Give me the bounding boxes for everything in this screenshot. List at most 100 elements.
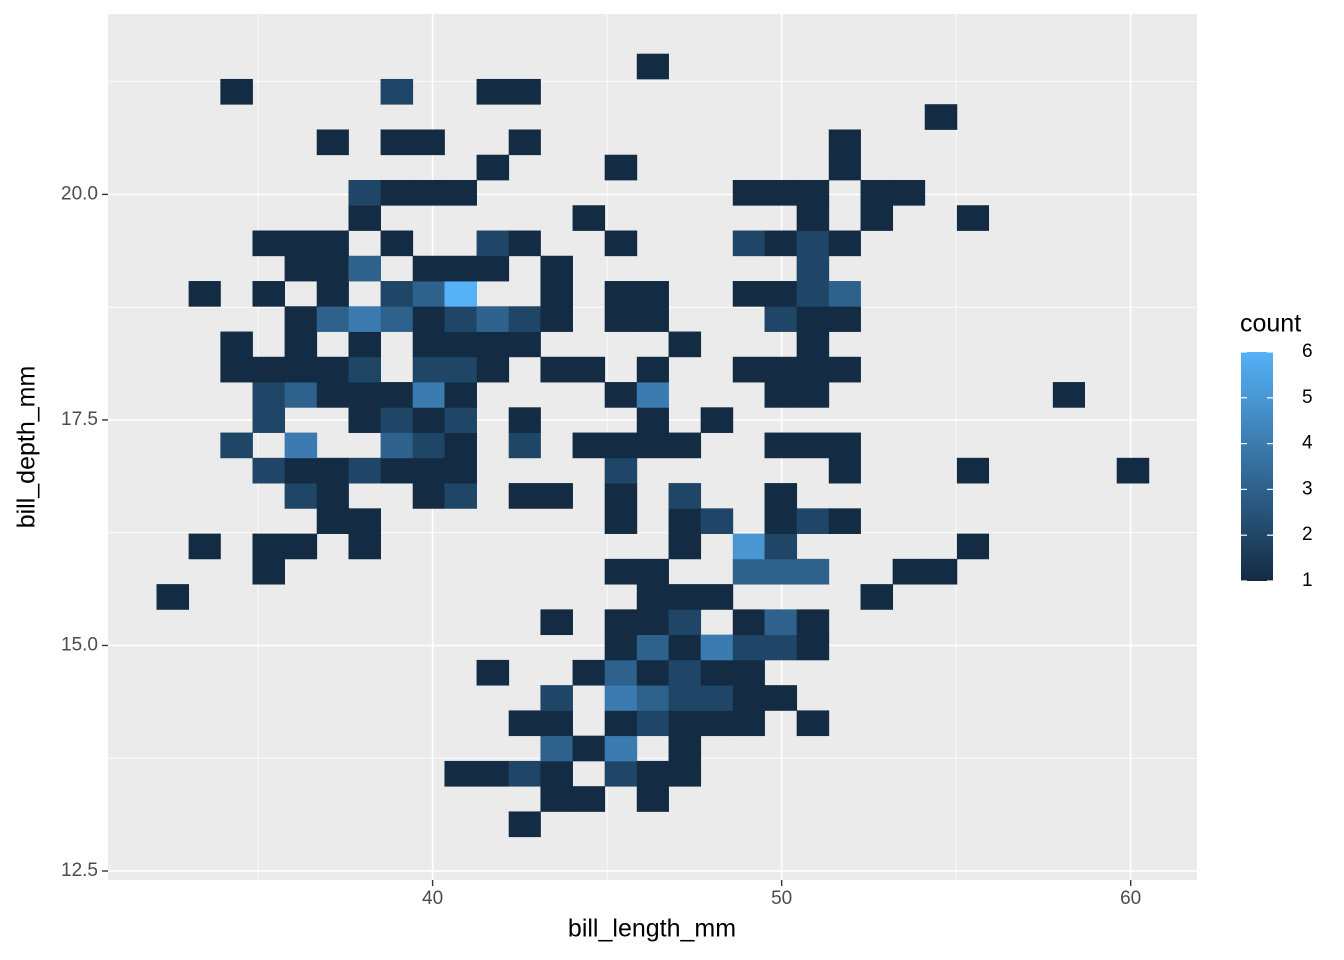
colorbar-label: 2	[1302, 524, 1313, 545]
bin-cell	[828, 306, 861, 332]
bin-cell	[604, 760, 638, 787]
y-axis-title: bill_depth_mm	[13, 366, 41, 529]
bin-cell	[284, 255, 318, 282]
bin-cell	[764, 685, 798, 711]
bin-cell	[956, 533, 990, 560]
bin-cell	[380, 179, 414, 206]
bin-cell	[316, 382, 349, 408]
bin-cell	[604, 154, 638, 181]
bin-cell	[540, 735, 573, 762]
bin-cell	[220, 331, 253, 358]
bin-cell	[636, 685, 669, 711]
bin-cell	[764, 483, 798, 509]
bin-cell	[572, 735, 606, 762]
bin-cell	[604, 281, 638, 307]
legend-title: count	[1240, 310, 1301, 338]
bin-cell	[508, 811, 541, 838]
bin-cell	[828, 230, 861, 257]
bin-cell	[476, 255, 510, 282]
bin-cell	[892, 558, 926, 585]
bin-cell	[764, 281, 798, 307]
bin-cell	[636, 306, 669, 332]
bin-cell	[444, 255, 477, 282]
bin-cell	[284, 356, 318, 383]
bin-cell	[604, 483, 638, 509]
colorbar	[1241, 352, 1273, 581]
bin-cell	[604, 230, 638, 257]
bin-cell	[636, 432, 669, 459]
bin-cell	[796, 382, 830, 408]
bin-cell	[380, 382, 414, 408]
bin-cell	[604, 382, 638, 408]
bin-cell	[284, 457, 318, 484]
bin-cell	[444, 306, 477, 332]
bin-cell	[732, 710, 765, 737]
bin-cell	[636, 407, 669, 433]
bin-cell	[700, 584, 734, 610]
bin-cell	[732, 558, 765, 585]
bin-cell	[444, 356, 477, 383]
bin-cell	[284, 432, 318, 459]
bin-cell	[636, 281, 669, 307]
bin-cell	[540, 609, 573, 636]
bin-cell	[508, 306, 541, 332]
bin-cell	[636, 760, 669, 787]
bin-cell	[348, 407, 381, 433]
bin-cell	[828, 432, 861, 459]
bin-cell	[348, 179, 381, 206]
bin-cell	[796, 281, 830, 307]
bin-cell	[732, 179, 765, 206]
bin-cell	[284, 331, 318, 358]
bin-cell	[668, 735, 702, 762]
bin-cell	[828, 281, 861, 307]
bin-cell	[860, 179, 894, 206]
bin-cell	[252, 281, 286, 307]
bin-cell	[476, 356, 510, 383]
bin-cell	[380, 78, 414, 105]
bin-cell	[892, 179, 926, 206]
bin-cell	[316, 457, 349, 484]
bin-cell	[444, 432, 477, 459]
bin-cell	[956, 205, 990, 231]
bin-cell	[668, 584, 702, 610]
bin-cell	[1116, 457, 1150, 484]
bin-cell	[732, 609, 765, 636]
bin-cell	[636, 786, 669, 812]
bin-cell	[444, 382, 477, 408]
bin-cell	[572, 205, 606, 231]
bin-cell	[348, 382, 381, 408]
colorbar-label: 6	[1302, 341, 1313, 362]
bin-cell	[732, 659, 765, 686]
bin-cell	[604, 558, 638, 585]
bin-cell	[284, 483, 318, 509]
bin-cell	[476, 78, 510, 105]
bin-cell	[476, 659, 510, 686]
bin-cell	[156, 584, 190, 610]
bin-cell	[572, 356, 606, 383]
bin-cell	[732, 230, 765, 257]
bin-cell	[828, 356, 861, 383]
bin-cell	[412, 306, 445, 332]
bin-cell	[412, 432, 445, 459]
bin-cell	[796, 179, 830, 206]
bin-cell	[508, 129, 541, 156]
bin-cell	[444, 407, 477, 433]
bin-cell	[924, 558, 958, 585]
bin-cell	[700, 659, 734, 686]
bin-cell	[540, 710, 573, 737]
bin-cell	[700, 508, 734, 534]
bin-cell	[764, 634, 798, 661]
bin-cell	[284, 230, 318, 257]
bin-cell	[252, 533, 286, 560]
bin-cell	[604, 609, 638, 636]
bin-cell	[508, 710, 541, 737]
bin-cell	[700, 685, 734, 711]
bin-cell	[764, 306, 798, 332]
bin-cell	[380, 407, 414, 433]
bin-cell	[668, 533, 702, 560]
bin-cell	[412, 255, 445, 282]
bin-cell	[668, 483, 702, 509]
bin-cell	[316, 306, 349, 332]
bin-cell	[540, 685, 573, 711]
bin-cell	[668, 659, 702, 686]
